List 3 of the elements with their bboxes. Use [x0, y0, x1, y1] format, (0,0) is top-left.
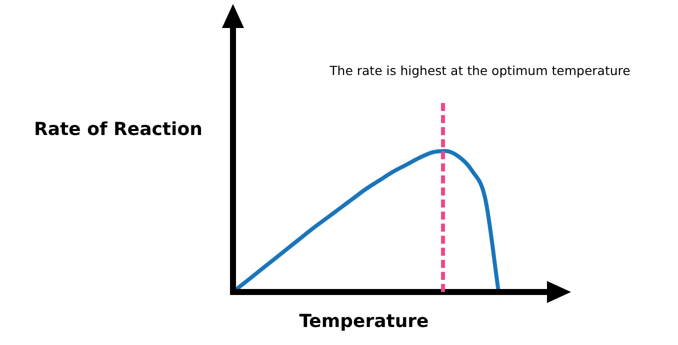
x-axis-title: Temperature	[298, 311, 430, 332]
y-axis-title: Rate of Reaction	[34, 119, 202, 140]
text: The rate is highest at the optimum temperature	[328, 63, 632, 78]
